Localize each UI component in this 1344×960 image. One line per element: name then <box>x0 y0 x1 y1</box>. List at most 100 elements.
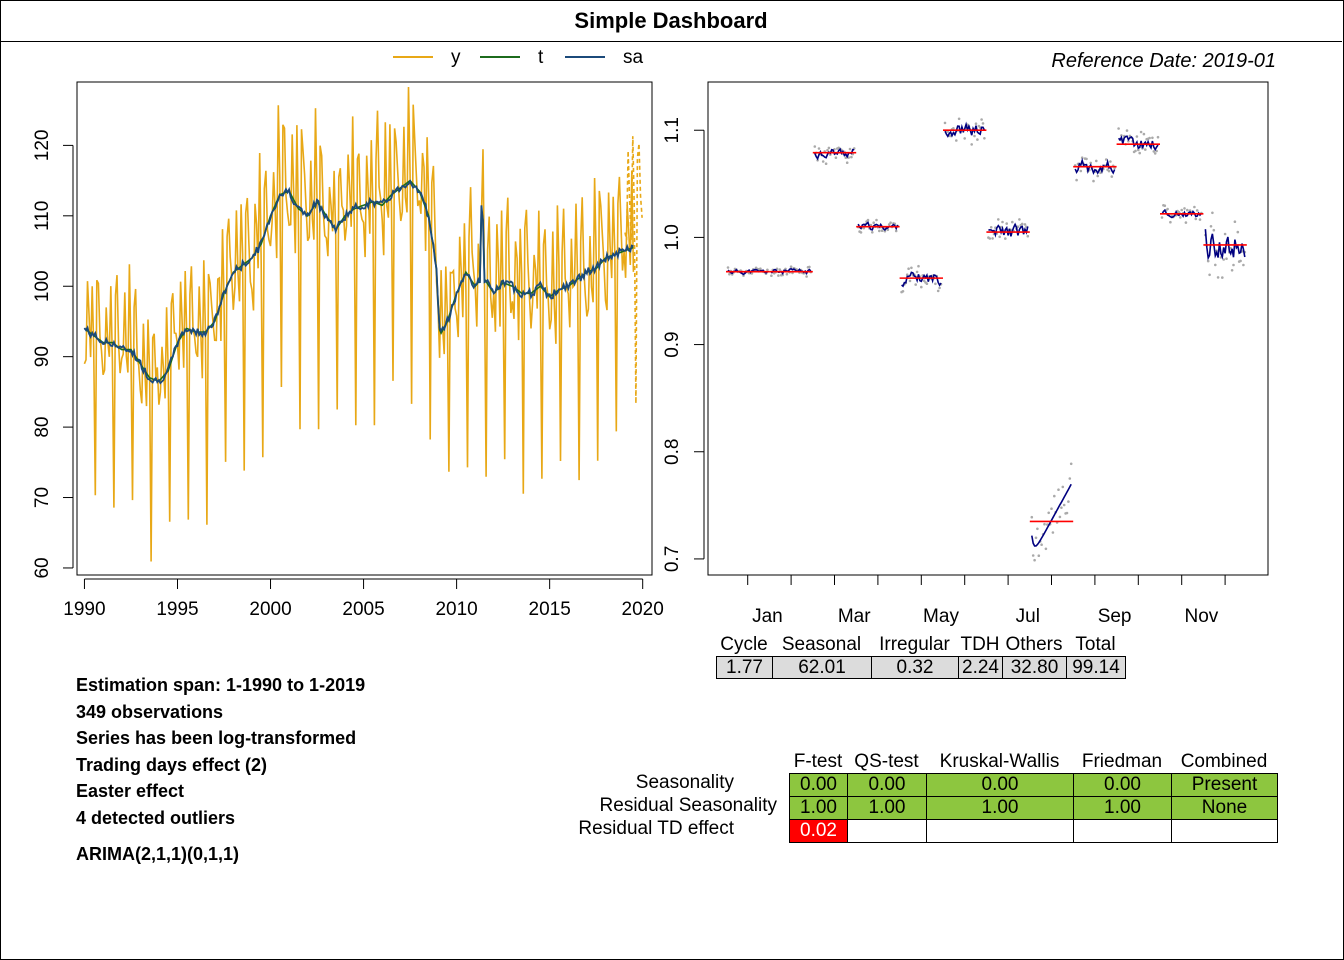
plot-area <box>76 81 653 576</box>
irregular-dot-Sep <box>1075 178 1078 182</box>
irregular-dot-Sep <box>1109 160 1112 163</box>
irregular-dot-Apr <box>869 223 873 227</box>
irregular-dot-Nov <box>1195 209 1199 212</box>
legend-label-y: y <box>451 47 461 68</box>
irregular-dot-Dec <box>1233 220 1237 223</box>
test-cell <box>926 819 1074 843</box>
y-tick-label: 110 <box>32 201 53 231</box>
irregular-dot-Sep <box>1110 175 1114 178</box>
variance-header: TDH <box>960 634 1000 655</box>
irregular-dot-Feb <box>770 274 773 277</box>
irregular-dot-Sep <box>1080 156 1084 159</box>
series-y-line <box>83 86 635 562</box>
irregular-dot-Dec <box>1221 276 1224 279</box>
irregular-dot-Apr <box>872 221 875 224</box>
irregular-dot-Apr <box>871 231 874 234</box>
model-info: Estimation span: 1-1990 to 1-2019 349 ob… <box>76 672 365 868</box>
irregular-dot-Jul <box>1011 220 1014 224</box>
irregular-dot-Nov <box>1177 210 1181 214</box>
irregular-dot-Jul <box>998 235 1001 239</box>
irregular-dot-Dec <box>1209 225 1213 228</box>
irregular-dot-Oct <box>1117 127 1120 130</box>
irregular-dot-Aug <box>1058 515 1062 519</box>
irregular-dot-Jul <box>988 237 992 240</box>
irregular-dot-Jul <box>1018 218 1021 221</box>
x-tick-label: 2020 <box>622 599 664 620</box>
seasonal-line-Jun <box>944 121 986 138</box>
irregular-dot-Apr <box>889 221 892 224</box>
irregular-dot-Jun <box>981 122 985 125</box>
irregular-dot-Mar <box>827 146 831 150</box>
irregular-dot-Aug <box>1034 536 1038 540</box>
irregular-dot-Aug <box>1040 543 1043 546</box>
irregular-dot-Oct <box>1127 139 1130 143</box>
info-line: 349 observations <box>76 701 224 722</box>
irregular-dot-Jan <box>742 274 745 277</box>
irregular-dot-Apr <box>886 228 890 232</box>
irregular-dot-Feb <box>805 275 808 278</box>
variance-header: Cycle <box>720 634 768 655</box>
irregular-dot-Oct <box>1148 136 1151 140</box>
seasonal-chart: Jan Mar May Jul Sep Nov 0.7 0.8 0.9 1.0 1.1 <box>662 81 1269 627</box>
irregular-dot-Jan <box>728 272 731 276</box>
irregular-dot-Jan <box>766 268 769 272</box>
test-cell: 1.00 <box>1073 796 1172 820</box>
irregular-dot-Dec <box>1225 257 1228 260</box>
irregular-dot-Nov <box>1169 220 1172 224</box>
x-tick-label: Sep <box>1098 606 1132 627</box>
irregular-dot-May <box>917 264 920 268</box>
irregular-dot-Feb <box>789 265 793 268</box>
y-tick-label: 70 <box>32 487 53 508</box>
y-tick-label: 80 <box>32 417 53 438</box>
irregular-dot-May <box>915 270 919 274</box>
irregular-dot-Dec <box>1236 230 1240 234</box>
irregular-dot-Aug <box>1060 506 1063 510</box>
test-cell: 0.00 <box>926 773 1074 797</box>
y-tick-label: 60 <box>32 557 53 578</box>
irregular-dot-Mar <box>844 156 848 159</box>
irregular-dot-Aug <box>1037 554 1041 557</box>
y-tick-label: 0.7 <box>662 546 683 572</box>
test-cell: 0.00 <box>1073 773 1172 797</box>
irregular-dot-Jun <box>974 122 978 125</box>
irregular-dot-Oct <box>1155 149 1158 153</box>
irregular-dot-Aug <box>1033 558 1036 562</box>
irregular-dot-Oct <box>1151 136 1154 140</box>
irregular-dot-Jun <box>973 134 976 138</box>
irregular-dot-Apr <box>859 231 863 234</box>
irregular-dot-Jul <box>1020 222 1024 226</box>
variance-value: 1.77 <box>716 656 773 679</box>
x-tick-label: Nov <box>1185 606 1219 627</box>
irregular-dot-Dec <box>1232 263 1235 267</box>
test-row-label: Residual Seasonality <box>599 795 777 816</box>
irregular-dot-Feb <box>778 268 782 271</box>
test-cell: 1.00 <box>926 796 1074 820</box>
x-tick-label: 2010 <box>435 599 477 620</box>
y-tick-label: 0.9 <box>662 331 683 357</box>
series-t-line <box>83 179 634 383</box>
x-tick-label: May <box>923 606 959 627</box>
irregular-dot-Apr <box>883 229 887 233</box>
variance-value: 0.32 <box>871 656 959 679</box>
x-tick-label: 1990 <box>63 599 105 620</box>
x-tick-label: Jan <box>752 606 783 627</box>
irregular-dot-Nov <box>1183 207 1186 210</box>
irregular-dot-Dec <box>1230 269 1234 272</box>
irregular-dot-Dec <box>1223 232 1227 236</box>
test-cell: 1.00 <box>789 796 848 820</box>
irregular-dot-Aug <box>1067 500 1070 503</box>
test-cell <box>847 819 927 843</box>
irregular-dot-Mar <box>824 162 828 165</box>
irregular-dot-Jun <box>976 138 979 141</box>
seasonal-line-Mar <box>814 147 855 161</box>
legend-label-t: t <box>538 47 544 68</box>
irregular-dot-Jun <box>980 118 983 121</box>
y-tick-label: 100 <box>32 270 53 302</box>
irregular-dot-Dec <box>1242 263 1245 267</box>
irregular-dot-Nov <box>1184 221 1188 224</box>
irregular-dot-Dec <box>1222 258 1225 261</box>
irregular-dot-Jul <box>1005 222 1008 225</box>
irregular-dot-Jul <box>1004 237 1007 240</box>
info-line: 4 detected outliers <box>76 807 236 828</box>
irregular-dot-Sep <box>1079 169 1083 173</box>
